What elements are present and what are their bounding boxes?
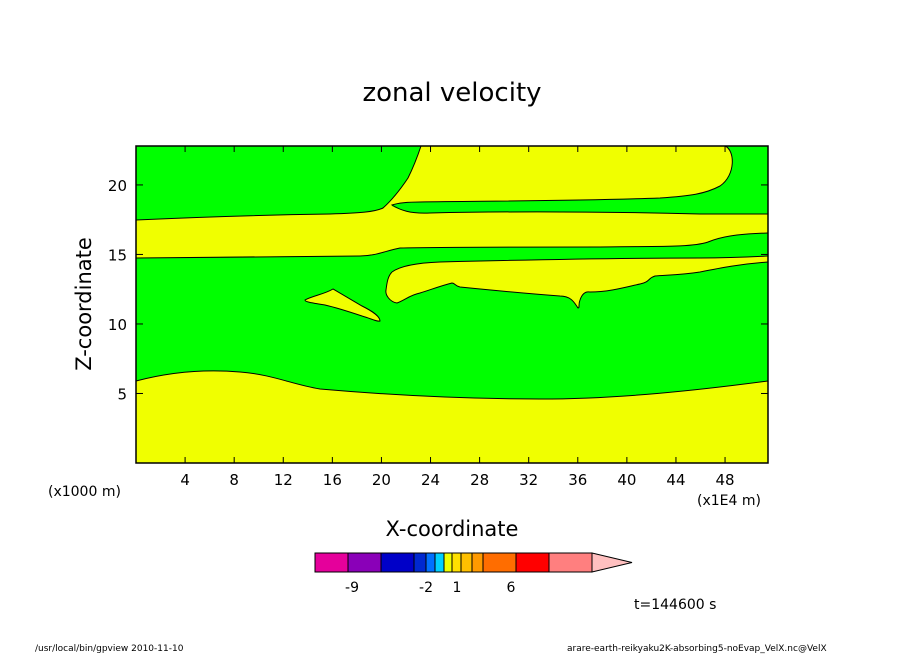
colorbar-segment [471,552,484,573]
colorbar-labels: -9 -2 1 6 [345,580,516,596]
x-tick-label: 24 [421,471,440,489]
colorbar-label: 1 [453,580,462,596]
x-tick-label: 4 [180,471,190,489]
x-tick-label: 12 [274,471,293,489]
colorbar-label: -2 [419,580,433,596]
colorbar-segment [434,552,445,573]
yellow-region-bottom [136,370,768,463]
x-tick-label: 32 [519,471,538,489]
colorbar-extend-arrow [591,552,633,573]
x-tick-label: 28 [470,471,489,489]
colorbar-segment [482,552,517,573]
y-tick-label: 10 [108,316,127,334]
colorbar-segment [443,552,453,573]
x-tick-label: 20 [372,471,391,489]
x-tick-label: 36 [568,471,587,489]
time-label: t=144600 s [634,597,716,613]
plot-frame [135,145,769,464]
colorbar-segment [515,552,550,573]
y-tick-label: 15 [108,246,127,264]
colorbar-label: 6 [507,580,516,596]
x-tick-label: 8 [229,471,239,489]
yellow-patch-left [305,289,380,322]
footer-left: /usr/local/bin/gpview 2010-11-10 [35,644,184,654]
y-axis: 5 10 15 20 [108,177,768,403]
colorbar-segment [380,552,415,573]
y-tick-label: 20 [108,177,127,195]
colorbar-segment [314,552,349,573]
colorbar-segment [451,552,462,573]
x-tick-label: 44 [666,471,685,489]
yellow-patch-right [385,256,768,308]
x-unit-right: (x1E4 m) [697,493,761,509]
colorbar-segment [413,552,427,573]
colorbar-segment [347,552,382,573]
x-tick-label: 16 [323,471,342,489]
plot-area [135,145,769,464]
chart-title: zonal velocity [362,78,541,108]
y-axis-label: Z-coordinate [72,237,96,371]
footer-right: arare-earth-reikyaku2K-absorbing5-noEvap… [567,644,827,654]
x-axis: 4 8 12 16 20 24 28 32 36 40 44 48 [180,146,735,489]
x-tick-label: 40 [617,471,636,489]
x-axis-label: X-coordinate [386,517,519,541]
contour-lines [135,145,769,400]
x-unit-left: (x1000 m) [48,484,121,500]
colorbar-segment [548,552,593,573]
colorbar [314,552,633,573]
colorbar-segment [460,552,473,573]
colorbar-label: -9 [345,580,359,596]
x-tick-label: 48 [716,471,735,489]
y-tick-label: 5 [117,385,127,403]
colorbar-segment [425,552,436,573]
yellow-band-middle [136,146,768,258]
